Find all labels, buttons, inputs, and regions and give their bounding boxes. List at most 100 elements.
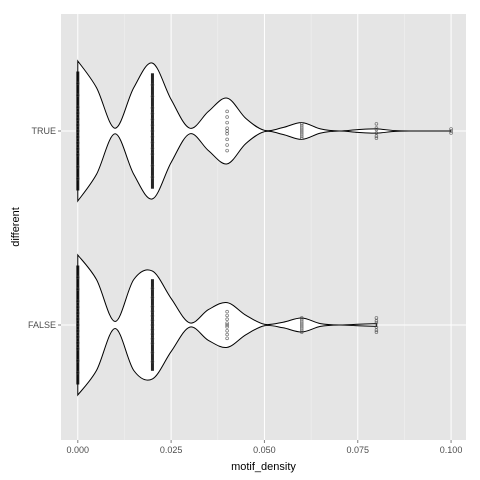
data-point xyxy=(150,123,155,127)
data-point xyxy=(225,332,229,337)
data-point xyxy=(300,330,304,334)
data-point xyxy=(150,350,155,355)
point-column xyxy=(76,71,80,191)
data-point xyxy=(449,129,453,133)
data-point xyxy=(150,336,155,341)
data-point xyxy=(76,341,80,345)
data-point xyxy=(150,129,155,133)
data-point xyxy=(300,132,304,136)
data-point xyxy=(150,117,155,122)
data-point xyxy=(76,117,80,121)
data-point xyxy=(374,330,379,334)
data-point xyxy=(225,323,229,327)
data-point xyxy=(374,134,379,138)
data-point xyxy=(76,329,80,333)
data-point xyxy=(225,321,229,325)
data-point xyxy=(150,359,155,364)
data-point xyxy=(300,320,304,324)
data-point xyxy=(150,327,155,332)
data-point xyxy=(76,164,80,169)
y-axis-title: different xyxy=(10,207,22,247)
data-point xyxy=(300,324,304,328)
data-point xyxy=(225,132,229,136)
y-tick-label: TRUE xyxy=(32,126,57,136)
data-point xyxy=(225,148,229,153)
data-point xyxy=(225,143,229,147)
data-point xyxy=(76,317,80,321)
data-point xyxy=(300,130,304,134)
point-column xyxy=(150,73,154,189)
data-point xyxy=(374,321,379,325)
data-point xyxy=(76,335,80,339)
data-point xyxy=(76,81,80,86)
data-point xyxy=(300,122,304,126)
data-point xyxy=(225,317,229,322)
data-point xyxy=(76,141,80,145)
data-point xyxy=(76,370,80,375)
data-point xyxy=(300,126,304,130)
point-column xyxy=(76,265,80,385)
data-point xyxy=(374,319,379,323)
data-point xyxy=(76,358,80,363)
data-point xyxy=(300,316,304,320)
data-point xyxy=(76,153,80,157)
data-point xyxy=(76,323,80,327)
data-point xyxy=(76,311,80,315)
data-point xyxy=(150,175,155,179)
data-point xyxy=(374,136,379,140)
data-point xyxy=(76,299,80,303)
plot-panel xyxy=(61,14,466,440)
data-point xyxy=(225,115,229,119)
data-point xyxy=(150,309,155,314)
x-axis-title: motif_density xyxy=(231,461,296,473)
data-point xyxy=(225,325,229,329)
x-tick-label: 0.050 xyxy=(253,445,276,455)
data-point xyxy=(150,152,155,156)
x-tick-label: 0.100 xyxy=(440,445,463,455)
data-point xyxy=(449,127,453,131)
data-point xyxy=(76,287,80,292)
data-point xyxy=(150,295,155,300)
data-point xyxy=(374,126,379,130)
data-point xyxy=(225,336,229,341)
data-point xyxy=(300,318,304,322)
data-point xyxy=(225,137,229,142)
data-point xyxy=(449,131,453,135)
data-point xyxy=(76,275,80,280)
data-point xyxy=(150,304,155,309)
data-points xyxy=(76,71,453,385)
axes: 0.000 0.025 0.050 0.075 0.100 TRUE FALSE xyxy=(28,126,462,455)
x-tick-label: 0.025 xyxy=(160,445,183,455)
data-point xyxy=(225,109,229,114)
data-point xyxy=(300,136,304,140)
data-point xyxy=(76,111,80,115)
data-point xyxy=(76,105,80,109)
data-point xyxy=(374,127,379,132)
data-point xyxy=(300,326,304,330)
data-point xyxy=(300,134,304,138)
data-point xyxy=(76,147,80,151)
x-tick-label: 0.000 xyxy=(67,445,90,455)
data-point xyxy=(300,328,304,332)
data-point xyxy=(150,146,155,151)
data-point xyxy=(150,286,155,291)
data-point xyxy=(150,106,155,110)
data-point xyxy=(150,140,155,145)
data-point xyxy=(150,341,155,346)
data-point xyxy=(150,83,155,87)
data-point xyxy=(76,347,80,351)
data-point xyxy=(374,328,379,332)
data-point xyxy=(150,314,155,318)
data-point xyxy=(76,93,80,98)
data-point xyxy=(150,163,155,168)
data-point xyxy=(225,313,229,318)
violin-true xyxy=(77,59,452,203)
data-point xyxy=(225,328,229,333)
data-point xyxy=(76,123,80,127)
data-point xyxy=(76,135,80,139)
data-point xyxy=(150,318,155,323)
data-point xyxy=(76,176,80,181)
data-point xyxy=(150,332,155,336)
data-point xyxy=(300,124,304,128)
